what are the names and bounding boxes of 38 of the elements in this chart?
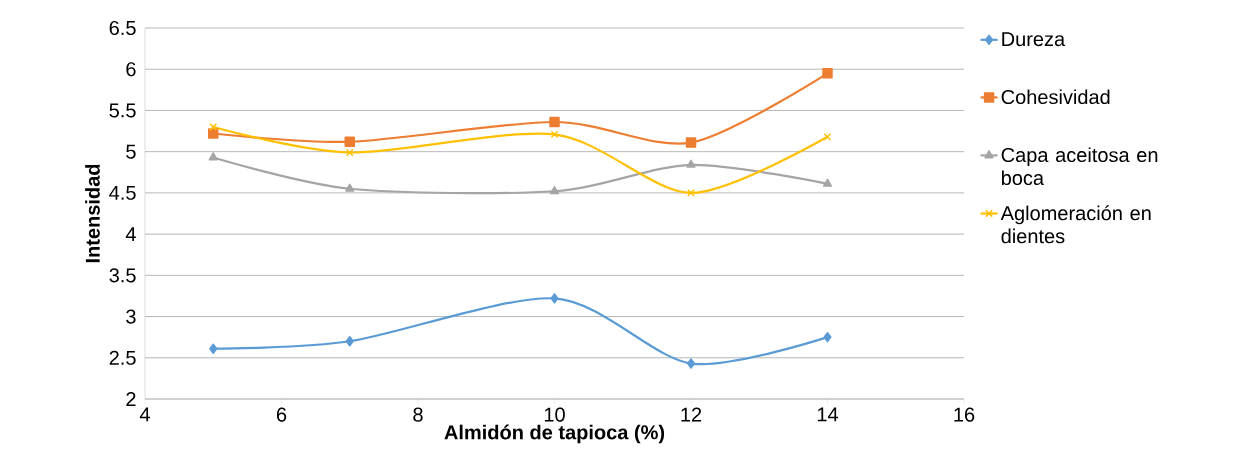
x-tick-label: 10 bbox=[544, 407, 565, 422]
y-tick-label: 4 bbox=[125, 227, 136, 241]
point bbox=[686, 358, 696, 369]
point bbox=[822, 178, 833, 187]
legend-label: Cohesividad bbox=[1001, 89, 1110, 105]
y-tick-label: 6 bbox=[126, 62, 136, 77]
point bbox=[345, 183, 355, 192]
point bbox=[209, 343, 218, 354]
x-tick-label: 8 bbox=[413, 407, 423, 422]
point bbox=[822, 68, 833, 79]
x-tick-label: 12 bbox=[681, 407, 702, 422]
legend-label: Dureza bbox=[1002, 32, 1066, 47]
legend-label: Capa aceitosa en boca bbox=[1001, 147, 1158, 186]
x-tick-label: 4 bbox=[139, 407, 150, 422]
point bbox=[549, 186, 560, 195]
point bbox=[549, 116, 560, 128]
point bbox=[686, 159, 696, 168]
legend-label: Aglomeración en dientes bbox=[1000, 205, 1151, 244]
x-tick-label: 16 bbox=[954, 407, 975, 422]
y-tick-label: 3.5 bbox=[109, 268, 136, 283]
point bbox=[685, 137, 697, 148]
point bbox=[208, 152, 218, 161]
y-axis-title: Intensidad bbox=[85, 164, 100, 263]
y-tick-label: 3 bbox=[126, 309, 136, 324]
y-tick-label: 5.5 bbox=[109, 103, 136, 118]
point bbox=[823, 331, 832, 343]
x-tick-label: 14 bbox=[817, 407, 839, 422]
y-tick-label: 6.5 bbox=[109, 20, 136, 36]
point bbox=[550, 293, 559, 304]
y-tick-label: 2.5 bbox=[109, 350, 136, 365]
point bbox=[208, 128, 219, 139]
point bbox=[344, 136, 355, 147]
x-axis-title: Almidón de tapioca (%) bbox=[444, 424, 665, 444]
y-tick-label: 5 bbox=[126, 144, 136, 159]
y-tick-label: 4.5 bbox=[109, 185, 136, 200]
point bbox=[345, 336, 354, 347]
x-tick-label: 6 bbox=[276, 407, 287, 422]
y-tick-label: 2 bbox=[126, 392, 136, 406]
